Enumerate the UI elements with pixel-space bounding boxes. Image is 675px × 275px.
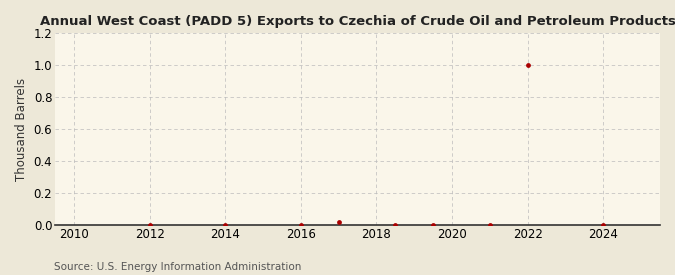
Point: [144, 223, 155, 227]
Point: [485, 223, 495, 227]
Title: Annual West Coast (PADD 5) Exports to Czechia of Crude Oil and Petroleum Product: Annual West Coast (PADD 5) Exports to Cz…: [40, 15, 675, 28]
Point: [333, 219, 344, 224]
Point: [522, 63, 533, 67]
Point: [390, 223, 401, 227]
Text: Source: U.S. Energy Information Administration: Source: U.S. Energy Information Administ…: [54, 262, 301, 272]
Point: [220, 223, 231, 227]
Point: [428, 223, 439, 227]
Point: [598, 223, 609, 227]
Y-axis label: Thousand Barrels: Thousand Barrels: [15, 78, 28, 181]
Point: [296, 223, 306, 227]
